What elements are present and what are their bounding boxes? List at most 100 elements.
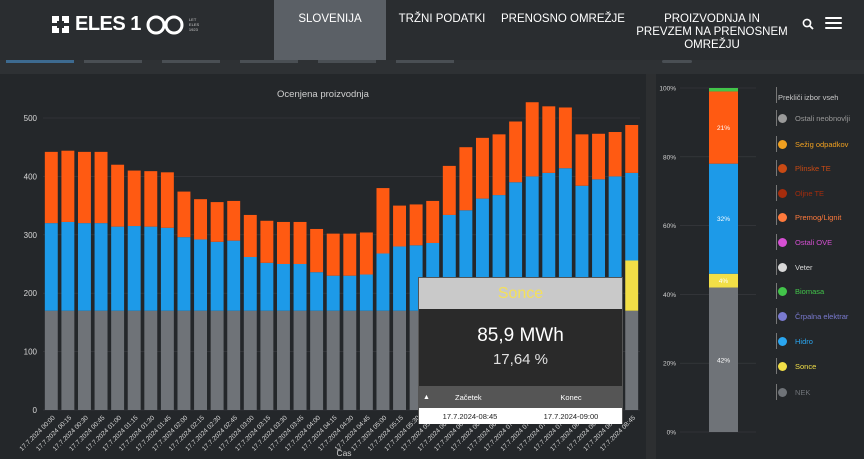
bar-segment [276,310,290,410]
share-chart-panel [656,74,864,459]
search-icon[interactable] [802,18,814,30]
bar-segment [575,134,589,186]
legend-item[interactable]: Veter [778,260,813,274]
legend-separator [776,209,777,225]
nuclear-icon [778,387,787,397]
wind-icon [778,262,787,272]
bar-segment [608,132,622,177]
bar-segment [426,200,440,243]
eles-logo[interactable]: ELES 1 LET ELES 1923 [52,13,205,36]
subtab-bar-3[interactable] [162,60,220,63]
legend-item[interactable]: Sežig odpadkov [778,137,848,151]
subtab-bar-5[interactable] [318,60,376,63]
bar-segment [194,310,208,410]
bar-segment [293,264,307,311]
legend-item[interactable]: Oljne TE [778,186,824,200]
bar-segment [310,228,324,273]
bar-segment [160,172,174,228]
bar-segment [227,200,241,241]
share-segment [709,88,738,92]
share-segment [709,273,738,288]
legend-item[interactable]: Črpalna elektrar [778,309,848,323]
bar-segment [343,275,357,311]
bar-segment [243,310,257,410]
y-tick-label: 20% [663,361,676,368]
bar-segment [111,226,125,311]
share-data-label: 42% [717,357,730,364]
y-tick-label: 500 [24,114,38,123]
legend-item[interactable]: Plinske TE [778,161,831,175]
subtab-bar-4[interactable] [240,60,298,63]
legend-item[interactable]: Sonce [778,359,816,373]
bar-segment [558,107,572,169]
nav-slovenija[interactable]: SLOVENIJA [274,0,386,60]
bar-segment [326,233,340,276]
nav-trzni-podatki[interactable]: TRŽNI PODATKI [398,13,486,25]
bar-segment [625,310,639,410]
sort-up-icon[interactable]: ▲ [423,393,430,401]
tooltip-start-time: 17.7.2024-08:45 [442,411,498,421]
bar-segment [61,310,75,410]
bar-segment [127,310,141,410]
nav-prenosno-omrezje[interactable]: PRENOSNO OMREŽJE [501,13,625,25]
logo-100-icon [146,15,184,34]
leaf-icon [778,286,787,296]
hamburger-menu-icon[interactable] [825,17,842,30]
nav-proizvodnja-prevzem[interactable]: PROIZVODNJA IN PREVZEM NA PRENOSNEM OMRE… [636,13,788,51]
y-tick-label: 300 [24,231,38,240]
bar-segment [359,310,373,410]
x-axis-label: Čas [336,448,351,458]
bar-segment [542,172,556,311]
gas-icon [778,163,787,173]
bar-segment [144,171,158,227]
bar-segment [359,232,373,275]
legend-item[interactable]: NEK [778,385,810,399]
subtab-bar-6[interactable] [396,60,454,63]
bar-segment [276,221,290,264]
bar-segment [326,310,340,410]
bar-segment [61,221,75,311]
bar-segment [442,165,456,215]
share-data-label: 4% [719,278,729,285]
legend-separator [776,259,777,275]
legend-separator [776,358,777,374]
bar-segment [210,202,224,242]
y-tick-label: 100 [24,348,38,357]
bar-segment [509,121,523,183]
subtab-bar-2[interactable] [84,60,142,63]
legend-separator [776,333,777,349]
tooltip-col-start[interactable]: Začetek [455,392,482,402]
sun-icon [778,361,787,371]
y-tick-label: 60% [663,223,676,230]
legend-item[interactable]: Ostali OVE [778,235,832,249]
bar-segment [625,260,639,311]
legend-item[interactable]: Biomasa [778,284,824,298]
tooltip-col-end[interactable]: Konec [560,392,582,402]
top-navigation: ELES 1 LET ELES 1923 SLOVENIJA TRŽNI POD… [0,0,864,60]
legend-separator [776,308,777,324]
bar-segment [44,223,58,311]
bar-segment [177,237,191,311]
bar-segment [144,226,158,311]
share-data-label: 21% [717,125,730,132]
y-tick-label: 0 [33,406,38,415]
bar-segment [492,134,506,196]
y-tick-label: 80% [663,154,676,161]
bar-segment [525,102,539,177]
share-segment [709,163,738,274]
legend-item[interactable]: Hidro [778,334,813,348]
subtab-bar-1[interactable] [6,60,74,63]
legend-reset-selection[interactable]: Prekliči izbor vseh [778,92,839,102]
tooltip-table-row: 17.7.2024-08:45 17.7.2024-09:00 [419,408,622,424]
bar-segment [475,137,489,199]
legend-item[interactable]: Ostali neobnovlji [778,111,850,125]
bar-segment [243,214,257,257]
legend-item-label: NEK [795,387,811,397]
subtab-bar-right[interactable] [662,60,692,63]
bar-segment [227,240,241,311]
logo-text: ELES 1 [75,13,141,35]
share-segment [709,91,738,164]
legend-item[interactable]: Premog/Lignit [778,210,841,224]
bar-segment [409,204,423,246]
legend-separator [776,234,777,250]
